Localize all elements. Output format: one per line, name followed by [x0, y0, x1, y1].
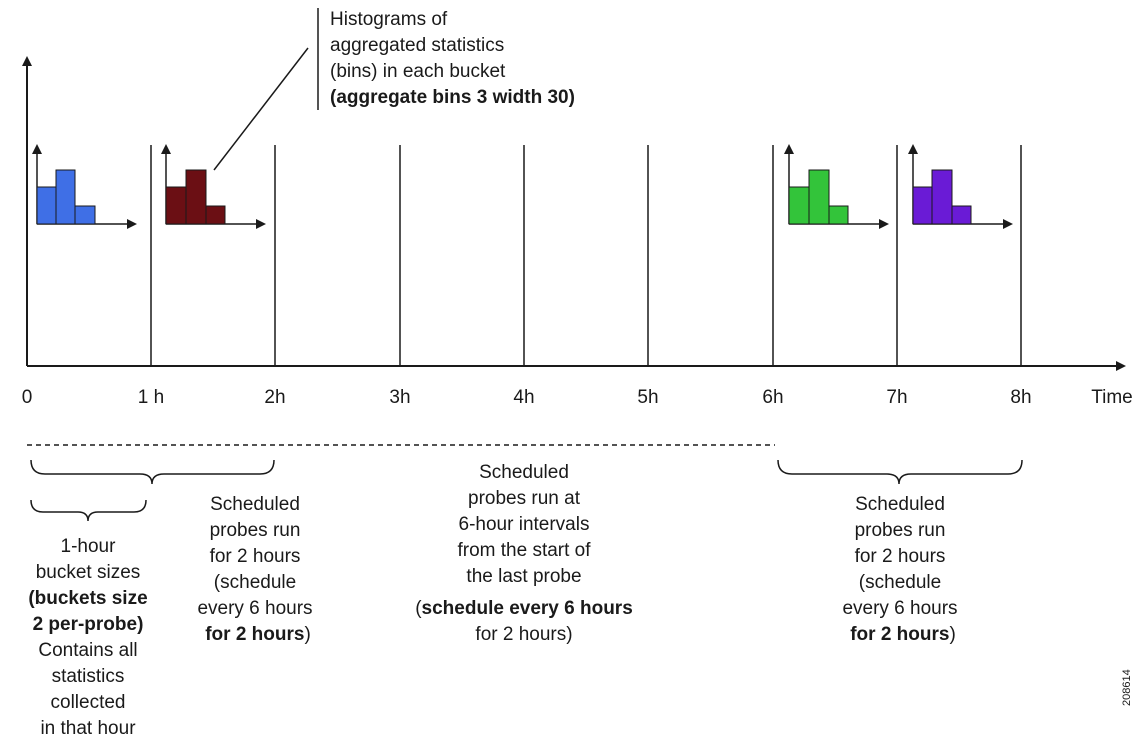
tick-label: 8h — [1010, 387, 1031, 408]
histogram-bin — [74, 205, 96, 225]
note-line: in that hour — [40, 718, 136, 739]
histogram-bucket-7 — [908, 144, 1013, 229]
brace-two-hour-probe-left — [30, 459, 275, 485]
note-line: the last probe — [466, 566, 581, 587]
callout-line: aggregated statistics — [330, 35, 504, 56]
note-line: statistics — [52, 666, 125, 687]
note-line: Scheduled — [855, 494, 945, 515]
tick-labels: 0 1 h 2h 3h 4h 5h 6h 7h 8h — [22, 387, 1032, 408]
histogram-bucket-1 — [161, 144, 266, 229]
schedule-interval-note: Scheduled probes run at 6-hour intervals… — [415, 462, 633, 645]
note-line: probes run — [210, 520, 301, 541]
brace-two-hour-probe-right — [777, 459, 1023, 485]
note-line: 2 per-probe) — [33, 614, 144, 635]
note-line: collected — [51, 692, 126, 713]
probe-duration-note-left: Scheduled probes run for 2 hours (schedu… — [197, 494, 312, 645]
note-line: (buckets size — [28, 588, 147, 609]
histogram-bin — [205, 205, 226, 225]
histogram-bin — [788, 186, 810, 225]
histogram-bin — [165, 186, 187, 225]
note-line: from the start of — [457, 540, 591, 561]
histogram-bin — [951, 205, 972, 225]
note-line: probes run — [855, 520, 946, 541]
note-line: every 6 hours — [197, 598, 312, 619]
callout-line: (bins) in each bucket — [330, 61, 506, 82]
tick-label: 5h — [637, 387, 658, 408]
note-line: (schedule — [859, 572, 941, 593]
tick-label: 3h — [389, 387, 410, 408]
callout-line: Histograms of — [330, 9, 448, 30]
note-line: 6-hour intervals — [459, 514, 590, 535]
hour-dividers — [150, 145, 1022, 366]
note-line: Contains all — [38, 640, 137, 661]
probe-duration-note-right: Scheduled probes run for 2 hours (schedu… — [842, 494, 957, 645]
note-line: for 2 hours) — [850, 624, 956, 645]
histogram-bucket-6 — [784, 144, 889, 229]
callout-leader — [213, 47, 309, 171]
note-line: (schedule every 6 hours — [415, 598, 633, 619]
brace-one-hour-bucket — [30, 499, 147, 522]
note-line: for 2 hours — [210, 546, 301, 567]
histogram-bin — [36, 186, 57, 225]
histogram-bin — [808, 169, 830, 225]
tick-label: 0 — [22, 387, 33, 408]
tick-label: 1 h — [138, 387, 164, 408]
bucket-size-note: 1-hour bucket sizes (buckets size 2 per-… — [28, 536, 147, 739]
note-line: 1-hour — [61, 536, 117, 557]
note-line: for 2 hours — [855, 546, 946, 567]
tick-label: 2h — [264, 387, 285, 408]
note-line: probes run at — [468, 488, 581, 509]
tick-label: 7h — [886, 387, 907, 408]
note-line: (schedule — [214, 572, 296, 593]
note-line: for 2 hours) — [475, 624, 572, 645]
tick-label: 4h — [513, 387, 534, 408]
note-line: Scheduled — [210, 494, 300, 515]
histogram-bin — [828, 205, 849, 225]
callout-bold-line: (aggregate bins 3 width 30) — [330, 87, 575, 108]
callout: Histograms of aggregated statistics (bin… — [213, 8, 575, 171]
histogram-bucket-0 — [32, 144, 137, 229]
figure-id: 208614 — [1121, 669, 1133, 706]
note-line: Scheduled — [479, 462, 569, 483]
tick-label: 6h — [762, 387, 783, 408]
note-line: every 6 hours — [842, 598, 957, 619]
note-line: for 2 hours) — [205, 624, 311, 645]
histogram-bin — [912, 186, 933, 225]
histogram-bin — [931, 169, 953, 225]
note-line: bucket sizes — [36, 562, 141, 583]
time-axis-label: Time — [1091, 387, 1133, 408]
histogram-bin — [55, 169, 76, 225]
histogram-bin — [185, 169, 207, 225]
